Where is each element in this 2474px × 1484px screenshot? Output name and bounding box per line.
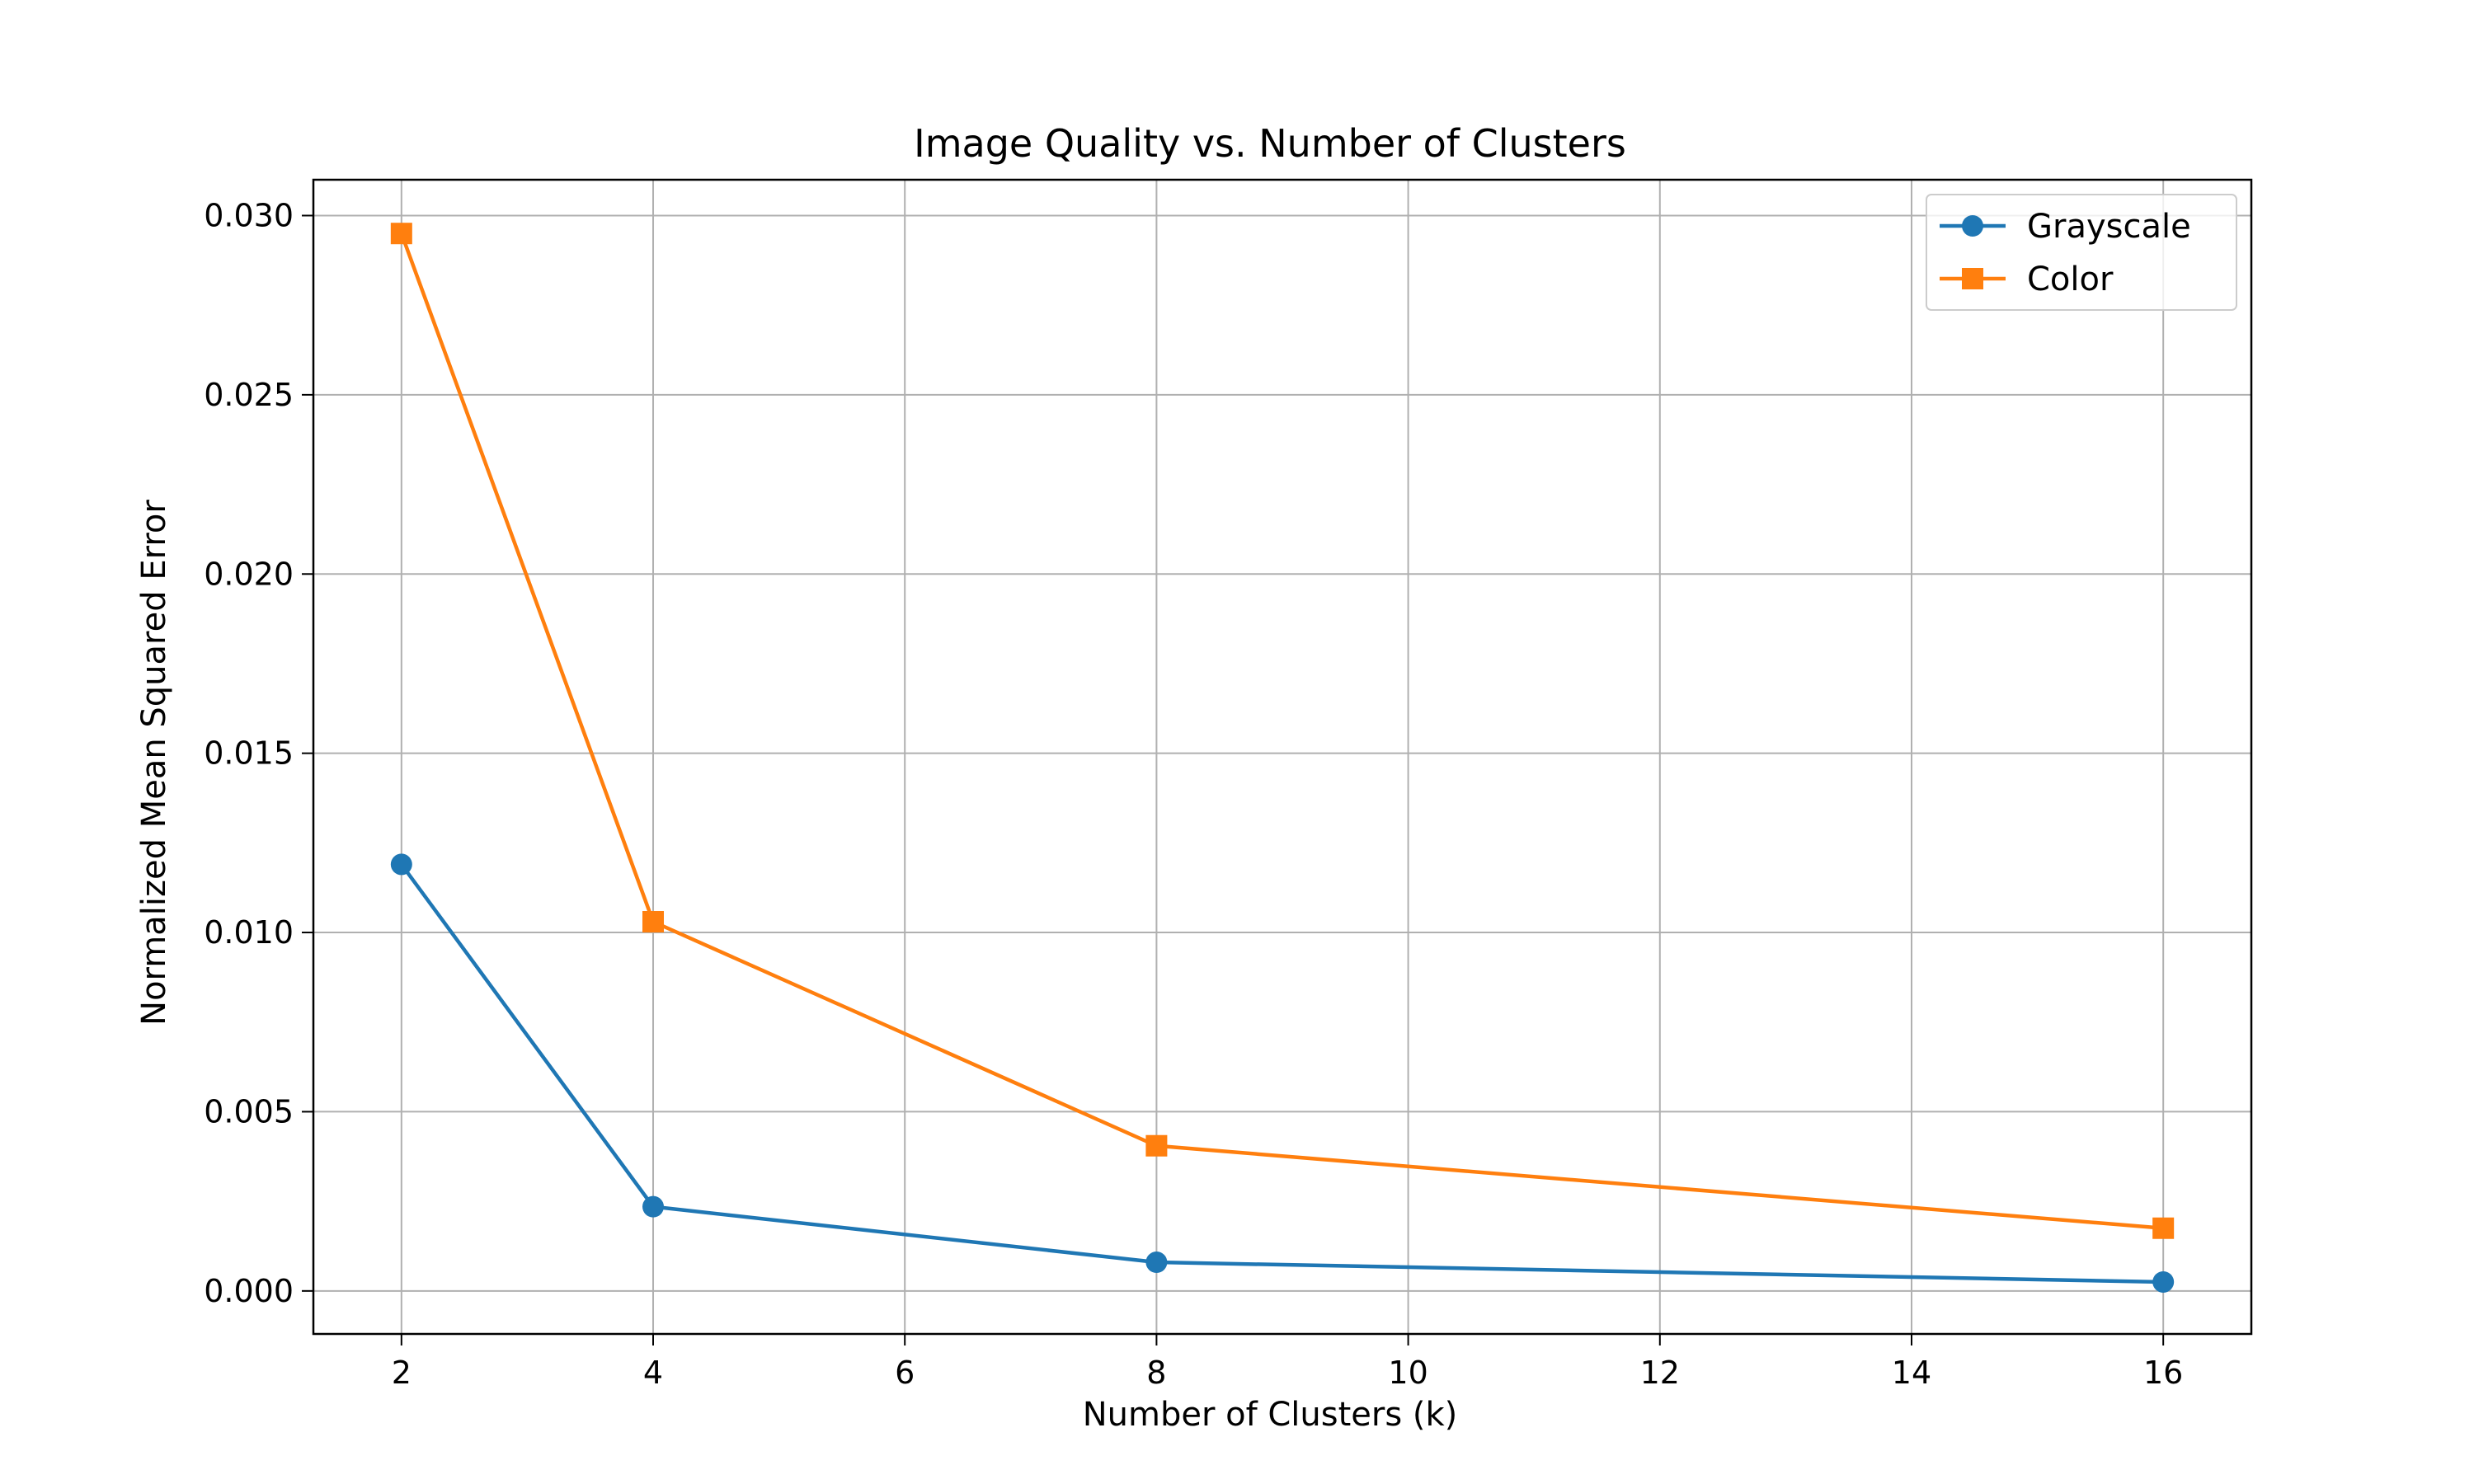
y-axis: 0.000 0.005 0.010 0.015 0.020 0.025 0.030	[204, 197, 313, 1309]
x-tick-label: 16	[2143, 1355, 2183, 1391]
data-point-color	[642, 911, 665, 932]
legend-frame	[1926, 194, 2237, 311]
series-grayscale	[390, 853, 2175, 1293]
data-point-grayscale	[642, 1195, 665, 1218]
y-tick-label: 0.030	[204, 197, 294, 233]
legend-marker	[1962, 268, 1983, 289]
series-layer	[390, 223, 2175, 1293]
series-color	[390, 223, 2175, 1239]
y-tick-label: 0.025	[204, 377, 294, 413]
data-point-grayscale	[2152, 1270, 2175, 1293]
y-tick-label: 0.020	[204, 556, 294, 592]
data-point-grayscale	[1145, 1252, 1168, 1274]
data-point-grayscale	[390, 853, 412, 876]
grid	[313, 180, 2251, 1334]
legend-item-grayscale: Grayscale	[1940, 208, 2191, 246]
x-axis-label: Number of Clusters (k)	[1083, 1396, 1458, 1434]
data-point-color	[1145, 1134, 1168, 1157]
chart-title: Image Quality vs. Number of Clusters	[914, 121, 1626, 166]
data-point-color	[390, 223, 412, 245]
plot-frame	[312, 178, 2253, 1336]
x-tick-label: 8	[1146, 1355, 1166, 1391]
x-tick-label: 4	[643, 1355, 663, 1391]
legend-label: Color	[2027, 261, 2114, 298]
legend-label: Grayscale	[2027, 208, 2191, 246]
y-tick-label: 0.000	[204, 1273, 294, 1309]
series-line-grayscale	[400, 863, 2164, 1284]
y-tick-label: 0.015	[204, 735, 294, 772]
y-tick-label: 0.005	[204, 1093, 294, 1129]
x-tick-label: 6	[895, 1355, 915, 1391]
legend-item-color: Color	[1940, 261, 2114, 298]
legend: Grayscale Color	[1926, 194, 2237, 311]
x-tick-label: 14	[1892, 1355, 1931, 1391]
series-line-color	[399, 232, 2164, 1230]
y-axis-label: Normalized Mean Squared Error	[135, 500, 173, 1026]
x-tick-label: 2	[392, 1355, 412, 1391]
x-axis: 2 4 6 8 10 12 14 16	[392, 1334, 2183, 1391]
x-tick-label: 12	[1640, 1355, 1680, 1391]
y-tick-label: 0.010	[204, 914, 294, 951]
x-tick-label: 10	[1388, 1355, 1427, 1391]
legend-marker	[1962, 215, 1983, 237]
data-point-color	[2152, 1217, 2175, 1239]
